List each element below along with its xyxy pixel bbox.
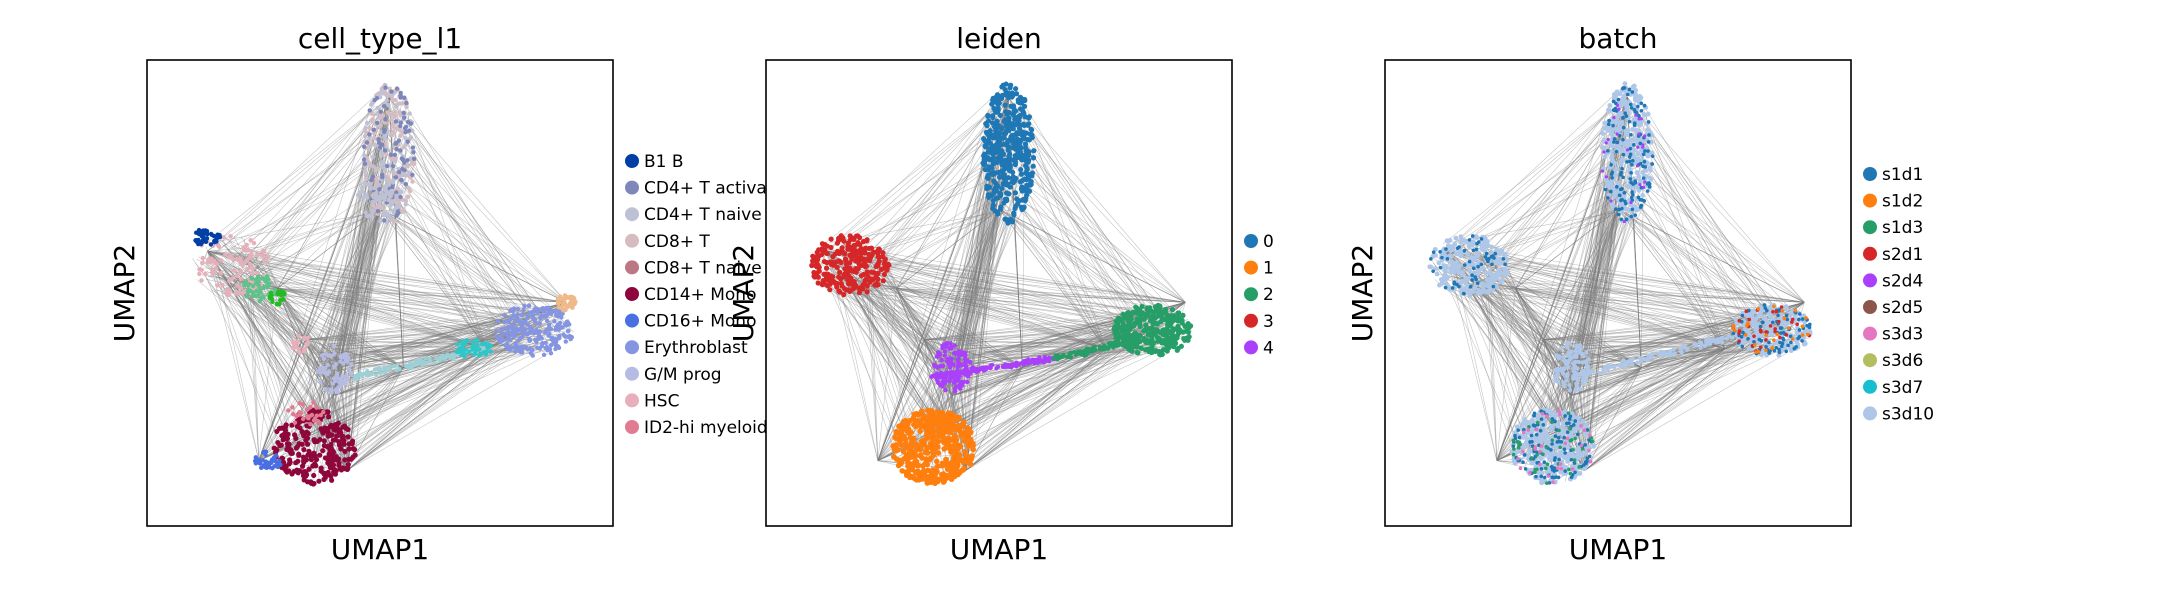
legend-marker [625, 207, 639, 222]
legend-label: ID2-hi myeloid [644, 418, 768, 438]
chart-title: batch [1578, 22, 1657, 55]
legend-label: s2d1 [1882, 245, 1923, 265]
legend-marker [1863, 406, 1877, 421]
legend-marker [1863, 246, 1877, 261]
legend-label: s3d7 [1882, 378, 1923, 398]
legend-marker [1863, 220, 1877, 235]
x-axis-label: UMAP1 [950, 533, 1049, 566]
panel-cell_type_l1: cell_type_l1 UMAP1 UMAP2 B1 B CD4+ T activa C… [108, 22, 768, 566]
legend-marker [625, 366, 639, 381]
legend-label: s3d6 [1882, 351, 1923, 371]
legend-marker [1863, 193, 1877, 208]
legend-marker [1863, 379, 1877, 394]
legend-label: CD14+ Mono [644, 285, 756, 305]
legend-marker [1863, 300, 1877, 314]
x-axis-label: UMAP1 [1569, 533, 1668, 566]
legend-label: HSC [644, 391, 679, 411]
legend-marker [1244, 340, 1258, 355]
legend-marker [1863, 167, 1877, 181]
legend-marker [625, 154, 639, 168]
legend-label: 2 [1263, 285, 1274, 305]
legend-label: CD8+ T [644, 232, 710, 252]
panel-leiden: leiden UMAP1 UMAP2 0 1 2 3 4 [727, 22, 1274, 566]
legend-marker [625, 180, 639, 195]
legend-label: 0 [1263, 232, 1274, 252]
legend-label: 4 [1263, 338, 1274, 358]
legend-marker [1863, 353, 1877, 368]
legend-label: G/M prog [644, 365, 722, 385]
legend-marker [1244, 234, 1258, 248]
legend-label: s1d3 [1882, 218, 1923, 238]
plot-frame [146, 59, 614, 527]
y-axis-label: UMAP2 [108, 244, 141, 343]
legend-label: CD16+ Mono [644, 312, 756, 332]
legend-label: 3 [1263, 312, 1274, 332]
panel-batch: batchUMAP1UMAP2s1d1s1d2s1d3s2d1s2d4s2d5s… [1346, 22, 1934, 566]
plot-frame [1384, 59, 1852, 527]
legend-marker [625, 260, 639, 275]
legend-marker [1244, 313, 1258, 328]
legend-marker [625, 420, 639, 434]
plot-frame [765, 59, 1233, 527]
legend-marker [1244, 287, 1258, 302]
legend-marker [625, 313, 639, 328]
legend-label: s1d2 [1882, 192, 1923, 212]
legend: 0 1 2 3 4 [1244, 232, 1274, 358]
legend-label: s1d1 [1882, 165, 1923, 185]
legend-label: 1 [1263, 259, 1274, 279]
y-axis-label: UMAP2 [727, 244, 760, 343]
legend-marker [1863, 273, 1877, 288]
chart-title: leiden [956, 22, 1042, 55]
scatter-area [809, 81, 1194, 487]
y-axis-label: UMAP2 [1346, 244, 1379, 343]
legend-marker [1863, 326, 1877, 341]
legend-label: CD4+ T activa [644, 179, 767, 199]
legend-label: s2d4 [1882, 271, 1923, 291]
legend-label: Erythroblast [644, 338, 748, 358]
scatter-area [192, 82, 578, 487]
legend-label: s3d3 [1882, 325, 1923, 345]
legend-marker [625, 340, 639, 355]
legend-marker [1244, 260, 1258, 275]
chart-title: cell_type_l1 [298, 22, 462, 55]
scatter-area [1427, 81, 1813, 486]
legend-label: CD8+ T naive [644, 258, 762, 278]
legend-label: B1 B [644, 152, 684, 172]
legend-marker [625, 287, 639, 301]
legend-marker [625, 393, 639, 408]
legend-label: CD4+ T naive [644, 205, 762, 225]
legend: s1d1 s1d2 s1d3 s2d1 s2d4 s2d5 s3d3 s3d6 s3d7 s3d1… [1863, 165, 1934, 424]
legend-label: s3d10 [1882, 404, 1934, 424]
legend-marker [625, 233, 639, 248]
legend-label: s2d5 [1882, 298, 1923, 318]
legend: B1 B CD4+ T activa CD4+ T naive CD8+ T CD8+ … [625, 152, 768, 438]
x-axis-label: UMAP1 [331, 533, 430, 566]
